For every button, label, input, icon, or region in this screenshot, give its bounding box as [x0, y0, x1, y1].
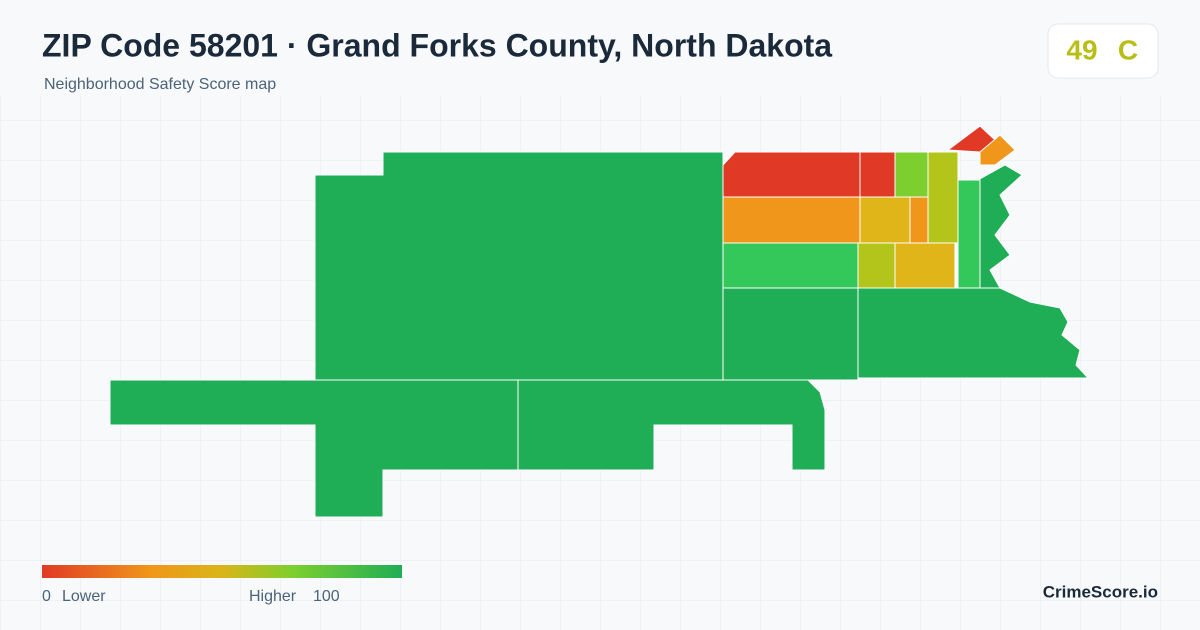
region — [957, 179, 981, 289]
region — [894, 242, 956, 289]
region — [722, 196, 861, 244]
region — [722, 287, 859, 381]
legend-max-label: Higher — [249, 588, 297, 605]
subtitle: Neighborhood Safety Score map — [44, 76, 276, 93]
region — [857, 242, 896, 289]
legend-min-label: Lower — [62, 588, 106, 605]
legend-bar — [42, 565, 402, 578]
score-box — [1047, 23, 1159, 79]
legend-min: 0 — [42, 588, 51, 605]
title: ZIP Code 58201 · Grand Forks County, Nor… — [42, 27, 832, 63]
map — [109, 125, 1090, 518]
region — [722, 151, 861, 198]
region — [517, 379, 826, 471]
region — [859, 196, 911, 244]
region — [894, 151, 929, 198]
region — [859, 151, 896, 198]
region — [722, 242, 859, 289]
region — [979, 134, 1016, 166]
region — [909, 196, 929, 244]
legend-max: 100 — [313, 588, 340, 605]
region — [977, 164, 1023, 289]
region — [927, 151, 959, 244]
brand: CrimeScore.io — [1043, 582, 1158, 601]
score-value: 49 — [1066, 34, 1097, 65]
region — [314, 151, 724, 381]
score-grade: C — [1118, 34, 1138, 65]
region — [857, 287, 1090, 379]
